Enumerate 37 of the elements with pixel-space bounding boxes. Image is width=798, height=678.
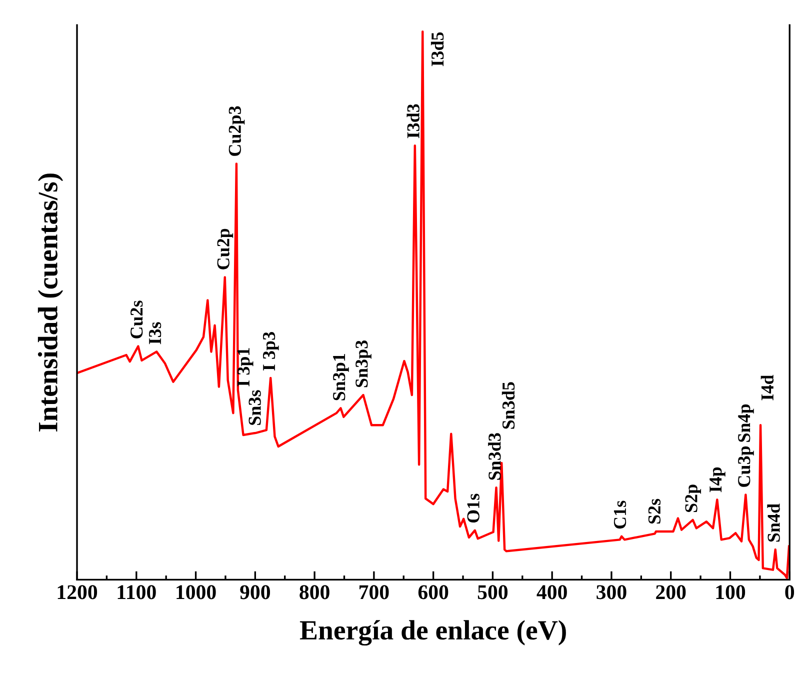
annotation: Cu2s: [130, 300, 143, 338]
x-tick-label: 1100: [118, 585, 156, 600]
x-tick-label: 500: [478, 585, 508, 600]
x-axis-title: Energía de enlace (eV): [300, 620, 566, 646]
x-tick-label: 700: [359, 585, 389, 600]
annotation: Sn3d3: [488, 433, 501, 480]
annotation: Sn4p: [738, 404, 754, 442]
x-tick-label: 600: [418, 585, 448, 600]
x-tick-label: 300: [596, 585, 626, 600]
annotation: I 3p3: [262, 332, 279, 370]
annotation: I4p: [710, 467, 726, 492]
annotation: O1s: [467, 494, 480, 523]
x-tick-label: 200: [656, 585, 686, 600]
annotation: Cu2p3: [228, 106, 245, 156]
annotation: Sn3p1: [333, 354, 349, 400]
x-tick-label: 0: [785, 585, 794, 600]
x-tick-label: 400: [536, 585, 567, 600]
x-tick-label: 900: [240, 585, 270, 600]
x-tick-label: 1200: [58, 585, 98, 600]
annotation: Sn3p3: [356, 340, 372, 388]
annotation: S2s: [648, 498, 661, 524]
annotation: Sn3d5: [502, 382, 515, 429]
annotation: Sn3s: [248, 390, 261, 425]
annotation: Cu3p: [738, 446, 754, 487]
annotation: I3s: [148, 322, 162, 344]
annotation: C1s: [614, 500, 626, 529]
annotation: S2p: [685, 484, 702, 512]
annotation: I3d5: [430, 32, 444, 66]
annotation: I 3p1: [237, 348, 254, 386]
annotation: Cu2p: [217, 228, 234, 270]
annotation: I4d: [760, 374, 774, 400]
annotation: I3d3: [406, 104, 420, 138]
y-axis-title: Intensidad (cuentas/s): [38, 174, 64, 432]
annotation: Sn4d: [767, 504, 780, 542]
x-tick-label: 800: [300, 585, 330, 600]
x-tick-label: 100: [716, 585, 746, 600]
x-tick-label: 1000: [176, 585, 216, 600]
